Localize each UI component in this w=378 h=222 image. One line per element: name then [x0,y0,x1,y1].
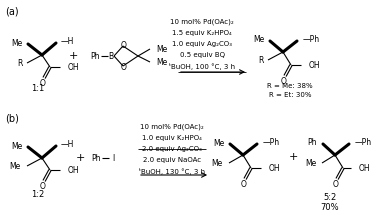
Text: OH: OH [68,63,80,71]
Text: O: O [121,63,127,71]
Text: R: R [18,59,23,67]
Text: —Ph: —Ph [263,137,280,147]
Text: 1.0 equiv Ag₂CO₃: 1.0 equiv Ag₂CO₃ [172,41,232,47]
Text: Me: Me [156,57,167,67]
Text: R = Et: 30%: R = Et: 30% [269,92,311,98]
Text: Me: Me [212,159,223,168]
Text: O: O [241,180,247,188]
Text: Ph: Ph [307,137,317,147]
Text: 1:1: 1:1 [31,83,45,93]
Text: OH: OH [68,165,80,174]
Text: OH: OH [269,163,280,172]
Text: OH: OH [359,163,370,172]
Text: +: + [68,51,78,61]
Text: 1:2: 1:2 [31,190,45,198]
Text: OH: OH [309,61,321,69]
Text: Me: Me [305,159,316,168]
Text: (a): (a) [5,6,19,16]
Text: 2.0 equiv Ag₂CO₃: 2.0 equiv Ag₂CO₃ [142,146,202,152]
Text: Ph: Ph [90,52,100,61]
Text: 5:2: 5:2 [323,192,337,202]
Text: O: O [281,77,287,85]
Text: 1.5 equiv K₂HPO₄: 1.5 equiv K₂HPO₄ [172,30,232,36]
Text: B: B [108,52,113,61]
Text: —Ph: —Ph [355,137,372,147]
Text: R: R [259,56,264,65]
Text: —Ph: —Ph [303,34,320,44]
Text: 0.5 equiv BQ: 0.5 equiv BQ [180,52,225,58]
Text: +: + [75,153,85,163]
Text: 1.0 equiv K₂HPO₄: 1.0 equiv K₂HPO₄ [142,135,202,141]
Text: 10 mol% Pd(OAc)₂: 10 mol% Pd(OAc)₂ [140,124,204,130]
Text: O: O [121,40,127,50]
Text: Me: Me [11,38,22,48]
Text: —H: —H [61,36,74,46]
Text: O: O [40,79,46,87]
Text: 2.0 equiv NaOAc: 2.0 equiv NaOAc [143,157,201,163]
Text: I: I [112,153,114,163]
Text: Me: Me [213,139,224,147]
Text: Ph: Ph [91,153,101,163]
Text: R = Me: 38%: R = Me: 38% [267,83,313,89]
Text: ᵗBuOH, 130 °C, 3 h: ᵗBuOH, 130 °C, 3 h [139,168,205,174]
Text: Me: Me [10,161,21,170]
Text: Me: Me [253,36,264,44]
Text: —H: —H [61,139,74,149]
Text: (b): (b) [5,113,19,123]
Text: Me: Me [11,141,22,151]
Text: +: + [288,152,298,162]
Text: 10 mol% Pd(OAc)₂: 10 mol% Pd(OAc)₂ [170,19,234,25]
Text: Me: Me [156,44,167,54]
Text: 70%: 70% [321,202,339,212]
Text: O: O [40,182,46,190]
Text: ᵗBuOH, 100 °C, 3 h: ᵗBuOH, 100 °C, 3 h [169,63,235,69]
Text: O: O [333,180,339,188]
